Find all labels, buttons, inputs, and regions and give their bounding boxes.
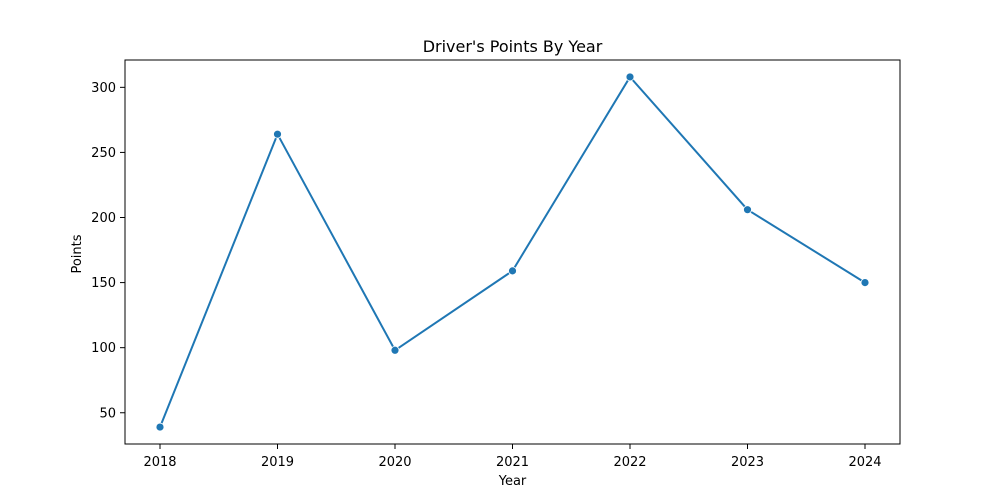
x-tick-label: 2018 [143, 455, 176, 470]
y-tick-label: 50 [99, 406, 116, 421]
data-point-2020 [390, 345, 400, 355]
y-tick-label: 250 [91, 146, 116, 161]
data-point-2022 [625, 72, 635, 82]
data-point-2018 [155, 422, 165, 432]
x-tick-label: 2020 [378, 455, 411, 470]
data-point-2024 [860, 278, 870, 287]
y-tick-label: 200 [91, 211, 116, 226]
plot-area [124, 59, 901, 445]
y-tick-label: 300 [91, 81, 116, 96]
x-tick-label: 2023 [731, 455, 764, 470]
y-tick-label: 150 [91, 276, 116, 291]
y-axis-label: Points [70, 234, 85, 273]
y-tick-label: 100 [91, 341, 116, 356]
data-point-2023 [743, 205, 752, 215]
y-axis-ticks: 50 100 150 200 250 300 [91, 81, 125, 421]
x-tick-label: 2021 [496, 455, 529, 470]
data-point-2019 [273, 129, 282, 139]
series-layer [155, 72, 870, 432]
chart-title: Driver's Points By Year [423, 37, 603, 56]
x-tick-label: 2022 [613, 455, 646, 470]
x-axis-label: Year [498, 474, 527, 489]
x-axis-ticks: 2018 2019 2020 2021 2022 2023 2024 [143, 444, 882, 470]
data-point-2021 [508, 266, 517, 276]
x-tick-label: 2019 [261, 455, 294, 470]
x-tick-label: 2024 [848, 455, 881, 470]
